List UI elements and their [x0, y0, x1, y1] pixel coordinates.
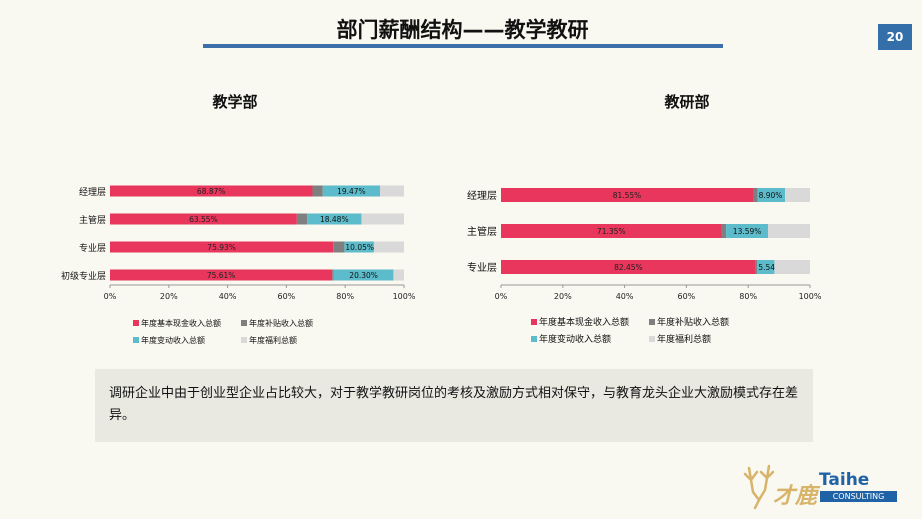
legend-label: 年度福利总额: [249, 335, 297, 345]
legend-swatch: [531, 319, 537, 325]
deer-antler-logo-icon: [743, 464, 775, 510]
bar-data-label: 75.61%: [207, 271, 236, 280]
bar-segment: [757, 260, 775, 274]
logo-cn-text: 才鹿: [773, 483, 818, 509]
bar-segment: [757, 188, 786, 202]
chart-teaching-department: 教学部 0% 20% 40% 60% 80% 100% 经理层 68.87% 19.47% 主管层 6…: [61, 93, 416, 345]
x-tick-label: 0%: [495, 292, 508, 301]
bar-segment: [752, 188, 758, 202]
legend-label: 年度变动收入总额: [141, 335, 205, 345]
x-tick-label: 100%: [393, 292, 416, 301]
legend-swatch: [649, 336, 655, 342]
bar-segment: [768, 224, 810, 238]
bar-segment: [312, 185, 323, 197]
bar-segment: [307, 213, 362, 225]
note-box: 调研企业中由于创业型企业占比较大，对于教学教研岗位的考核及激励方式相对保守，与教…: [95, 369, 813, 442]
bar-data-label: 19.47%: [337, 187, 366, 196]
x-tick-label: 60%: [278, 292, 296, 301]
category-label: 专业层: [79, 242, 106, 254]
legend-swatch: [133, 337, 139, 343]
bar-segment: [332, 269, 334, 281]
chart-title: 教学部: [211, 93, 257, 111]
legend-swatch: [241, 320, 247, 326]
bar-segment: [110, 269, 333, 281]
category-label: 经理层: [467, 189, 497, 202]
bar-data-label: 82.45%: [614, 263, 643, 272]
x-tick-label: 80%: [739, 292, 757, 301]
legend-swatch: [649, 319, 655, 325]
logo-sub-text: CONSULTING: [820, 491, 897, 502]
bar-data-label: 71.35%: [597, 227, 626, 236]
bar-segment: [726, 224, 769, 238]
category-label: 主管层: [79, 214, 106, 226]
bar-data-label: 5.54%: [758, 263, 782, 272]
bar-segment: [721, 224, 727, 238]
bar-segment: [333, 241, 345, 253]
note-text: 调研企业中由于创业型企业占比较大，对于教学教研岗位的考核及激励方式相对保守，与教…: [109, 386, 799, 423]
x-tick-label: 40%: [616, 292, 634, 301]
bar-data-label: 20.30%: [349, 271, 378, 280]
bar-segment: [344, 241, 374, 253]
bar-data-label: 13.59%: [733, 227, 762, 236]
legend-label: 年度基本现金收入总额: [141, 318, 221, 328]
bar-segment: [501, 224, 722, 238]
x-tick-label: 20%: [160, 292, 178, 301]
x-tick-label: 0%: [104, 292, 117, 301]
bar-segment: [380, 185, 404, 197]
bar-segment: [110, 241, 334, 253]
page-number-badge: 20: [878, 24, 912, 50]
bar-segment: [361, 213, 404, 225]
x-tick-label: 40%: [219, 292, 237, 301]
title-underline: [203, 44, 723, 48]
x-tick-label: 80%: [336, 292, 354, 301]
legend-label: 年度福利总额: [657, 333, 711, 345]
bar-data-label: 75.93%: [207, 243, 236, 252]
slide-title: 部门薪酬结构——教学教研: [336, 18, 589, 42]
bar-segment: [755, 260, 758, 274]
bar-data-label: 8.90%: [759, 191, 783, 200]
legend-label: 年度基本现金收入总额: [539, 316, 629, 328]
bar-segment: [501, 188, 753, 202]
x-tick-label: 100%: [799, 292, 822, 301]
bar-segment: [333, 269, 394, 281]
bar-segment: [774, 260, 810, 274]
chart-research-department: 教研部 0% 20% 40% 60% 80% 100% 经理层 81.55% 8.90% 主管层 71…: [467, 93, 822, 345]
bar-segment: [785, 188, 810, 202]
bar-segment: [501, 260, 756, 274]
legend-swatch: [531, 336, 537, 342]
category-label: 初级专业层: [61, 270, 106, 282]
category-label: 经理层: [79, 186, 106, 198]
bar-segment: [110, 185, 313, 197]
bar-data-label: 68.87%: [197, 187, 226, 196]
x-tick-label: 20%: [554, 292, 572, 301]
bar-segment: [296, 213, 308, 225]
logo-en-text: Taihe: [819, 470, 870, 490]
legend-label: 年度补贴收入总额: [249, 318, 313, 328]
bar-data-label: 81.55%: [613, 191, 642, 200]
bar-segment: [393, 269, 404, 281]
chart-title: 教研部: [663, 93, 709, 111]
legend-label: 年度变动收入总额: [539, 333, 611, 345]
x-tick-label: 60%: [678, 292, 696, 301]
bar-data-label: 63.55%: [189, 215, 218, 224]
legend-swatch: [241, 337, 247, 343]
bar-segment: [373, 241, 404, 253]
bar-data-label: 10.05%: [345, 243, 374, 252]
category-label: 专业层: [467, 261, 497, 274]
category-label: 主管层: [467, 225, 497, 238]
bar-segment: [110, 213, 297, 225]
legend-swatch: [133, 320, 139, 326]
bar-data-label: 18.48%: [320, 215, 349, 224]
legend-label: 年度补贴收入总额: [657, 316, 729, 328]
bar-segment: [322, 185, 381, 197]
